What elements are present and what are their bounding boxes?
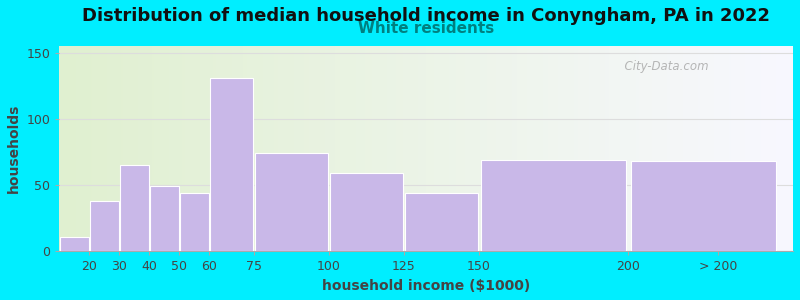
Bar	[481, 160, 626, 251]
Title: Distribution of median household income in Conyngham, PA in 2022: Distribution of median household income …	[82, 7, 770, 25]
Bar	[255, 153, 328, 251]
Text: City-Data.com: City-Data.com	[617, 60, 709, 73]
Y-axis label: households: households	[7, 104, 21, 194]
Bar	[120, 165, 149, 251]
Bar	[630, 161, 776, 251]
Bar	[405, 193, 478, 251]
Text: White residents: White residents	[358, 21, 494, 36]
Bar	[90, 201, 119, 251]
Bar	[330, 173, 402, 251]
X-axis label: household income ($1000): household income ($1000)	[322, 279, 530, 293]
Bar	[60, 237, 89, 251]
Bar	[210, 78, 254, 251]
Bar	[150, 187, 178, 251]
Bar	[180, 193, 209, 251]
